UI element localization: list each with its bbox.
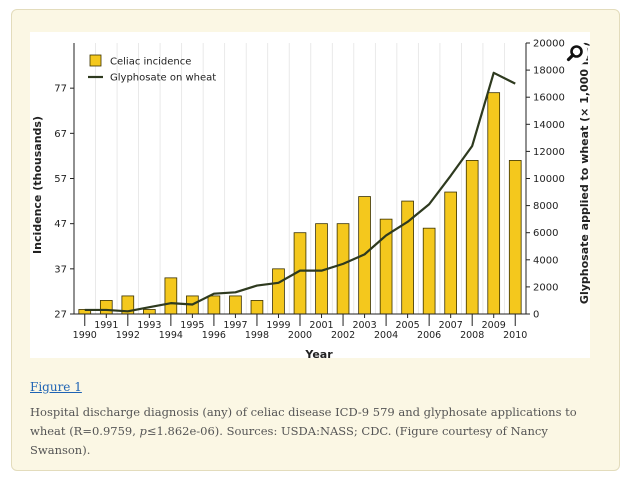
- x-tick-label: 1997: [223, 320, 247, 331]
- x-tick-label: 1991: [94, 320, 118, 331]
- x-tick-label: 2004: [374, 330, 398, 341]
- right-tick-label: 18000: [533, 66, 565, 77]
- x-tick-label: 1999: [266, 320, 290, 331]
- x-tick-label: 2009: [482, 320, 506, 331]
- caption-part2: ≤1.862e-06). Sources: USDA:NASS; CDC. (F…: [30, 424, 548, 457]
- bar-1999: [272, 268, 285, 315]
- x-tick-label: 2007: [439, 320, 463, 331]
- legend-line-label: Glyphosate on wheat: [110, 73, 216, 84]
- x-tick-label: 1993: [137, 320, 161, 331]
- bar-1996: [207, 295, 221, 315]
- x-tick-label: 1995: [180, 320, 204, 331]
- bar-2009: [487, 92, 501, 315]
- right-tick-label: 12000: [533, 147, 565, 158]
- bar-1993: [143, 309, 156, 315]
- bar-2007: [444, 191, 457, 315]
- x-tick-label: 1992: [116, 330, 140, 341]
- line-series: [84, 71, 516, 313]
- glyphosate-line: [84, 71, 516, 313]
- right-tick-label: 16000: [533, 93, 565, 104]
- bar-1994: [164, 277, 178, 315]
- x-tick-label: 1996: [202, 330, 226, 341]
- legend: Celiac incidence Glyphosate on wheat: [88, 54, 216, 84]
- x-tick-label: 1994: [159, 330, 183, 341]
- x-tick-label: 2003: [352, 320, 376, 331]
- figure-caption: Hospital discharge diagnosis (any) of ce…: [30, 403, 585, 460]
- bar-series: [78, 92, 522, 315]
- right-tick-label: 10000: [533, 174, 565, 185]
- left-tick-label: 27: [54, 310, 67, 321]
- left-tick-label: 47: [54, 219, 67, 230]
- right-tick-label: 20000: [533, 39, 565, 50]
- caption-part1: Hospital discharge diagnosis (any) of ce…: [30, 405, 577, 438]
- left-axis-label: Incidence (thousands): [31, 116, 44, 254]
- right-tick-label: 14000: [533, 120, 565, 131]
- x-tick-label: 2001: [309, 320, 333, 331]
- x-tick-label: 2000: [288, 330, 312, 341]
- x-tick-label: 2008: [460, 330, 484, 341]
- tick-labels: 27 37 47 57 67 77 0 2000 4000 6000 8000 10000 12000 1…: [54, 39, 565, 342]
- right-tick-label: 8000: [533, 201, 558, 212]
- magnifier-icon: [563, 41, 587, 65]
- bar-2002: [336, 223, 350, 315]
- x-tick-label: 2002: [331, 330, 355, 341]
- right-tick-label: 4000: [533, 255, 558, 266]
- left-tick-label: 67: [54, 129, 67, 140]
- right-axis-label: Glyphosate applied to wheat (× 1,000 lbs…: [578, 42, 591, 304]
- zoom-button[interactable]: [562, 40, 588, 66]
- left-tick-label: 57: [54, 174, 67, 185]
- x-tick-label: 2005: [396, 320, 420, 331]
- x-axis-label: Year: [304, 348, 333, 361]
- x-tick-label: 2006: [417, 330, 441, 341]
- x-tick-label: 1998: [245, 330, 269, 341]
- legend-bar-label: Celiac incidence: [110, 57, 191, 68]
- bar-1991: [99, 300, 113, 315]
- right-tick-label: 2000: [533, 282, 558, 293]
- bar-1997: [229, 295, 242, 315]
- bar-2010: [508, 160, 522, 315]
- right-tick-label: 0: [533, 310, 539, 321]
- figure-link[interactable]: Figure 1: [30, 380, 82, 394]
- bar-2008: [465, 160, 479, 315]
- left-tick-label: 77: [54, 84, 67, 95]
- bar-1998: [250, 300, 264, 315]
- bar-2006: [422, 227, 436, 315]
- right-tick-label: 6000: [533, 228, 558, 239]
- caption-p-symbol: p: [139, 424, 147, 438]
- x-tick-label: 2010: [503, 330, 527, 341]
- x-tick-label: 1990: [73, 330, 97, 341]
- left-tick-label: 37: [54, 264, 67, 275]
- legend-bar-swatch: [89, 54, 102, 67]
